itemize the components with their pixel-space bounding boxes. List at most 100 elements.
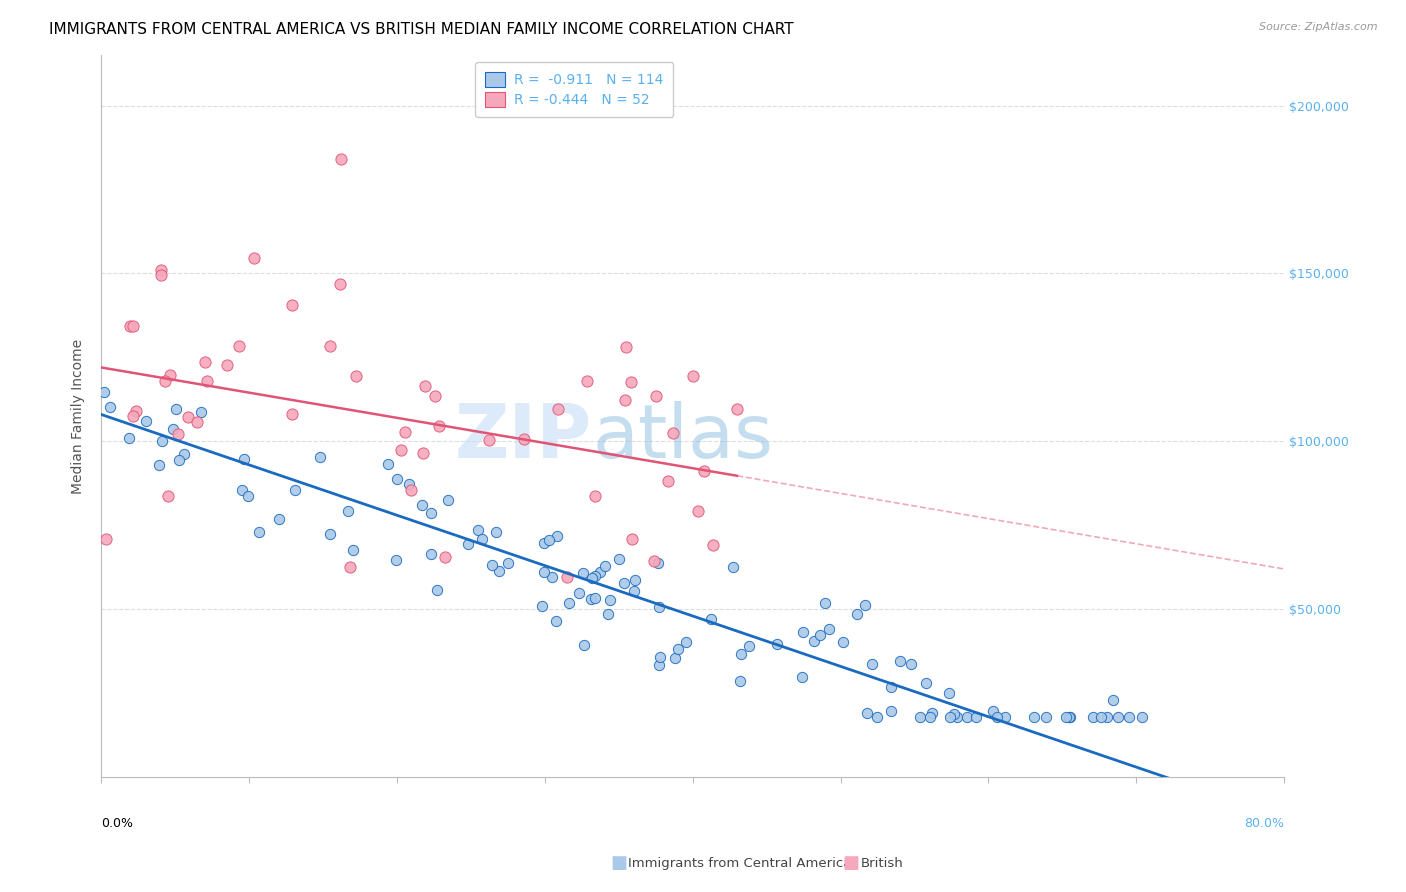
Point	[1035, 709, 1057, 723]
Point	[329, 153, 352, 167]
Point	[1090, 709, 1112, 723]
Point	[598, 607, 620, 622]
Point	[93, 385, 115, 400]
Point	[555, 570, 578, 584]
Point	[803, 633, 825, 648]
Point	[994, 709, 1017, 723]
Point	[125, 403, 148, 417]
Point	[398, 476, 420, 491]
Point	[215, 358, 238, 372]
Point	[336, 504, 359, 518]
Point	[344, 368, 367, 383]
Point	[420, 506, 443, 520]
Point	[190, 405, 212, 419]
Point	[385, 472, 408, 486]
Point	[150, 262, 173, 277]
Point	[814, 596, 837, 610]
Point	[915, 675, 938, 690]
Point	[233, 451, 256, 466]
Point	[666, 642, 689, 657]
Point	[572, 566, 595, 580]
Point	[457, 537, 479, 551]
Point	[433, 549, 456, 564]
Point	[121, 318, 143, 333]
Point	[1107, 709, 1129, 723]
Point	[693, 464, 716, 478]
Point	[546, 529, 568, 543]
Point	[738, 639, 761, 653]
Point	[228, 339, 250, 353]
Point	[613, 576, 636, 591]
Point	[614, 340, 637, 354]
Point	[766, 637, 789, 651]
Point	[866, 709, 889, 723]
Point	[1081, 709, 1104, 723]
Point	[583, 591, 606, 605]
Point	[309, 450, 332, 464]
Point	[853, 599, 876, 613]
Point	[682, 369, 704, 384]
Point	[1022, 709, 1045, 723]
Point	[620, 375, 643, 389]
Point	[533, 565, 555, 579]
Point	[478, 433, 501, 447]
Point	[650, 650, 672, 665]
Point	[643, 554, 665, 568]
Point	[918, 709, 941, 723]
Point	[385, 553, 408, 567]
Point	[481, 558, 503, 572]
Point	[575, 374, 598, 388]
Point	[593, 559, 616, 574]
Point	[540, 570, 562, 584]
Point	[377, 458, 399, 472]
Point	[242, 251, 264, 265]
Point	[579, 592, 602, 607]
Point	[938, 686, 960, 700]
Point	[177, 409, 200, 424]
Point	[889, 654, 911, 668]
Point	[399, 483, 422, 498]
Point	[283, 483, 305, 497]
Point	[319, 339, 342, 353]
Point	[173, 447, 195, 461]
Text: atlas: atlas	[592, 401, 773, 475]
Point	[159, 368, 181, 382]
Point	[148, 458, 170, 473]
Point	[150, 434, 173, 448]
Point	[792, 625, 814, 640]
Point	[664, 651, 686, 665]
Point	[599, 593, 621, 607]
Point	[411, 498, 433, 512]
Point	[921, 706, 943, 721]
Point	[644, 389, 666, 403]
Point	[725, 401, 748, 416]
Text: ZIP: ZIP	[456, 401, 592, 475]
Point	[247, 525, 270, 540]
Point	[120, 318, 142, 333]
Point	[568, 586, 591, 600]
Point	[621, 533, 644, 547]
Point	[662, 425, 685, 440]
Point	[1054, 709, 1077, 723]
Point	[946, 709, 969, 723]
Point	[965, 709, 987, 723]
Point	[419, 547, 441, 561]
Point	[423, 389, 446, 403]
Point	[389, 442, 412, 457]
Text: Immigrants from Central America: Immigrants from Central America	[628, 857, 852, 870]
Point	[194, 355, 217, 369]
Point	[195, 374, 218, 388]
Point	[413, 378, 436, 392]
Text: 0.0%: 0.0%	[101, 817, 134, 830]
Point	[700, 612, 723, 626]
Point	[956, 709, 979, 723]
Point	[118, 431, 141, 445]
Point	[467, 523, 489, 537]
Point	[900, 657, 922, 671]
Point	[281, 298, 304, 312]
Point	[647, 556, 669, 570]
Point	[547, 401, 569, 416]
Point	[153, 374, 176, 388]
Point	[488, 564, 510, 578]
Point	[394, 425, 416, 439]
